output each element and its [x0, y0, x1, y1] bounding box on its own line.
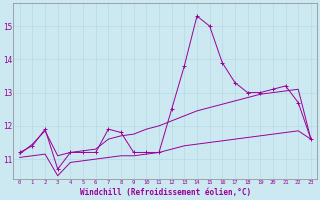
- X-axis label: Windchill (Refroidissement éolien,°C): Windchill (Refroidissement éolien,°C): [80, 188, 251, 197]
